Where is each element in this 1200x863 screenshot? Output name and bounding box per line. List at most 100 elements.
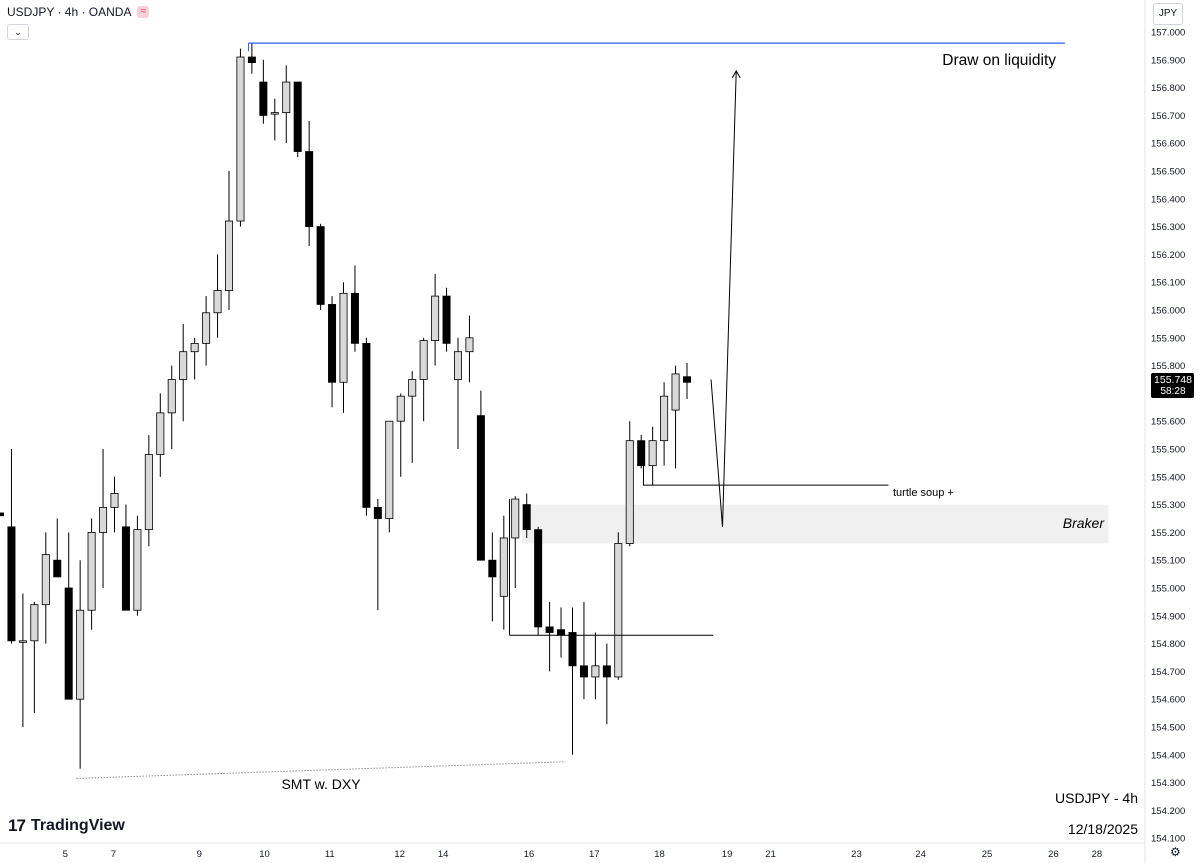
bullish-candle — [648, 440, 657, 467]
bullish-candle — [671, 373, 680, 411]
bullish-candle — [190, 342, 199, 353]
bearish-candle — [602, 665, 611, 678]
price-tick-label: 154.900 — [1151, 611, 1185, 622]
candles-layer — [0, 43, 692, 769]
liquidity-label: Draw on liquidity — [942, 52, 1056, 69]
turtle-soup-line — [642, 451, 889, 486]
price-tick-label: 154.700 — [1151, 667, 1185, 678]
bullish-candle — [453, 351, 462, 380]
bullish-candle — [591, 665, 600, 678]
bullish-candle — [511, 498, 520, 539]
bullish-candle — [614, 543, 623, 678]
footer-symbol-label: USDJPY - 4h — [1055, 790, 1138, 806]
price-tick-label: 155.100 — [1151, 556, 1185, 567]
countdown-value: 58:28 — [1160, 386, 1185, 397]
bullish-candle — [76, 609, 85, 700]
tradingview-logo[interactable]: 17 TradingView — [8, 816, 125, 836]
price-tick-label: 155.800 — [1151, 361, 1185, 372]
projection-path — [710, 70, 737, 527]
price-tick-label: 154.100 — [1151, 834, 1185, 845]
chevron-down-icon: ⌄ — [14, 27, 22, 37]
bearish-candle — [568, 632, 577, 667]
bullish-candle — [465, 337, 474, 353]
bullish-candle — [385, 420, 394, 519]
price-tick-label: 154.500 — [1151, 723, 1185, 734]
bearish-candle — [247, 56, 256, 63]
bullish-candle — [133, 529, 142, 611]
smt-label: SMT w. DXY — [281, 776, 361, 792]
price-tick-label: 156.900 — [1151, 55, 1185, 66]
bearish-candle — [0, 512, 4, 517]
time-tick-label: 11 — [325, 849, 335, 860]
bearish-candle — [637, 440, 646, 467]
bearish-candle — [316, 226, 325, 305]
price-tick-label: 155.300 — [1151, 500, 1185, 511]
price-tick-label: 154.200 — [1151, 806, 1185, 817]
bullish-candle — [236, 56, 245, 222]
price-tick-label: 155.600 — [1151, 417, 1185, 428]
bearish-candle — [442, 295, 451, 344]
wave-icon: ≈ — [137, 6, 150, 18]
bearish-candle — [305, 151, 314, 227]
price-tick-label: 156.700 — [1151, 111, 1185, 122]
bullish-candle — [179, 351, 188, 380]
currency-button[interactable]: JPY — [1153, 3, 1183, 25]
price-tick-label: 156.800 — [1151, 83, 1185, 94]
bearish-candle — [522, 504, 531, 531]
price-tick-label: 155.900 — [1151, 333, 1185, 344]
bullish-candle — [30, 604, 39, 642]
time-tick-label: 25 — [982, 849, 993, 860]
bullish-candle — [419, 340, 428, 380]
price-tick-label: 154.400 — [1151, 750, 1185, 761]
gear-icon[interactable]: ⚙ — [1170, 845, 1181, 859]
time-tick-label: 28 — [1092, 849, 1103, 860]
bearish-candle — [579, 665, 588, 678]
tradingview-logo-text: TradingView — [30, 817, 125, 834]
time-tick-label: 7 — [111, 849, 116, 860]
time-tick-label: 9 — [197, 849, 202, 860]
bullish-candle — [99, 506, 108, 533]
price-tick-label: 156.100 — [1151, 278, 1185, 289]
bullish-candle — [396, 395, 405, 422]
bullish-candle — [625, 440, 634, 544]
bullish-candle — [282, 81, 291, 114]
price-axis-panel[interactable] — [1145, 0, 1200, 863]
price-tick-label: 156.200 — [1151, 250, 1185, 261]
bullish-candle — [431, 295, 440, 341]
time-tick-label: 14 — [438, 849, 449, 860]
bullish-candle — [18, 640, 27, 643]
bearish-candle — [557, 629, 566, 636]
bullish-candle — [499, 537, 508, 597]
price-tick-label: 154.600 — [1151, 695, 1185, 706]
symbol-title[interactable]: USDJPY · 4h · OANDA — [7, 5, 132, 19]
bearish-candle — [683, 376, 692, 383]
time-tick-label: 10 — [259, 849, 270, 860]
price-axis-ticks: 157.000 156.900 156.800 156.700 156.600 156.5… — [1151, 28, 1185, 845]
bullish-candle — [41, 554, 50, 606]
time-tick-label: 26 — [1048, 849, 1059, 860]
braker-label: Braker — [1063, 515, 1106, 531]
bearish-candle — [488, 559, 497, 578]
footer-date-label: 12/18/2025 — [1068, 821, 1138, 837]
time-tick-label: 5 — [63, 849, 68, 860]
time-tick-label: 18 — [654, 849, 665, 860]
time-tick-label: 19 — [722, 849, 733, 860]
time-tick-label: 23 — [851, 849, 862, 860]
bullish-candle — [156, 412, 165, 455]
price-tick-label: 156.300 — [1151, 222, 1185, 233]
tradingview-mark-icon: 17 — [8, 816, 26, 835]
price-tick-label: 154.300 — [1151, 778, 1185, 789]
bearish-candle — [476, 415, 485, 561]
bearish-candle — [328, 304, 337, 383]
collapse-legend-button[interactable]: ⌄ — [7, 24, 29, 40]
arrow-head-icon — [731, 69, 741, 79]
bearish-candle — [293, 81, 302, 152]
bearish-candle — [64, 587, 73, 700]
bearish-candle — [259, 81, 268, 116]
price-tick-label: 155.000 — [1151, 584, 1185, 595]
symbol-header[interactable]: USDJPY · 4h · OANDA ≈ — [7, 5, 150, 19]
bearish-candle — [350, 292, 359, 344]
time-tick-label: 16 — [524, 849, 535, 860]
price-tick-label: 156.400 — [1151, 194, 1185, 205]
